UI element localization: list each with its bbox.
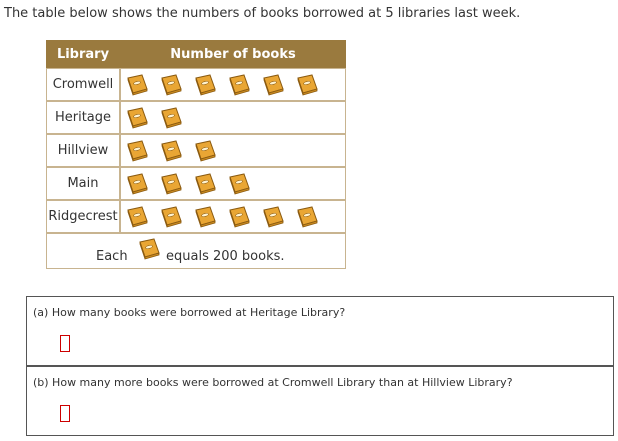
library-name: Cromwell (46, 68, 120, 101)
book-icon (158, 138, 184, 164)
book-icon (124, 72, 150, 98)
book-icon (294, 72, 320, 98)
book-icon (226, 204, 252, 230)
icon-cell (120, 101, 346, 134)
book-icon (294, 204, 320, 230)
header-library: Library (46, 40, 120, 68)
pictograph-table: Library Number of books Each equals 200 … (46, 40, 346, 269)
library-name: Ridgecrest (46, 200, 120, 233)
answer-input[interactable] (60, 405, 70, 422)
question: (a) How many books were borrowed at Heri… (33, 306, 346, 319)
book-icon (226, 72, 252, 98)
book-icon (192, 138, 218, 164)
book-icon (124, 204, 150, 230)
key-row (46, 233, 346, 269)
key-icon (136, 236, 162, 262)
library-name: Heritage (46, 101, 120, 134)
book-icon (124, 138, 150, 164)
book-icon (192, 171, 218, 197)
key-after: equals 200 books. (166, 249, 285, 264)
icon-cell (120, 167, 346, 200)
book-icon (158, 171, 184, 197)
icon-cell (120, 200, 346, 233)
header-count: Number of books (120, 40, 346, 68)
book-icon (124, 105, 150, 131)
key-before: Each (96, 249, 128, 264)
icon-cell (120, 68, 346, 101)
library-name: Main (46, 167, 120, 200)
intro: The table below shows the numbers of boo… (4, 6, 521, 21)
question-box: (b) How many more books were borrowed at… (26, 366, 614, 436)
book-icon (192, 204, 218, 230)
book-icon (158, 105, 184, 131)
answer-input[interactable] (60, 335, 70, 352)
book-icon (260, 72, 286, 98)
question-box: (a) How many books were borrowed at Heri… (26, 296, 614, 366)
question: (b) How many more books were borrowed at… (33, 376, 513, 389)
book-icon (260, 204, 286, 230)
library-name: Hillview (46, 134, 120, 167)
book-icon (226, 171, 252, 197)
book-icon (124, 171, 150, 197)
book-icon (158, 72, 184, 98)
book-icon (192, 72, 218, 98)
icon-cell (120, 134, 346, 167)
book-icon (158, 204, 184, 230)
